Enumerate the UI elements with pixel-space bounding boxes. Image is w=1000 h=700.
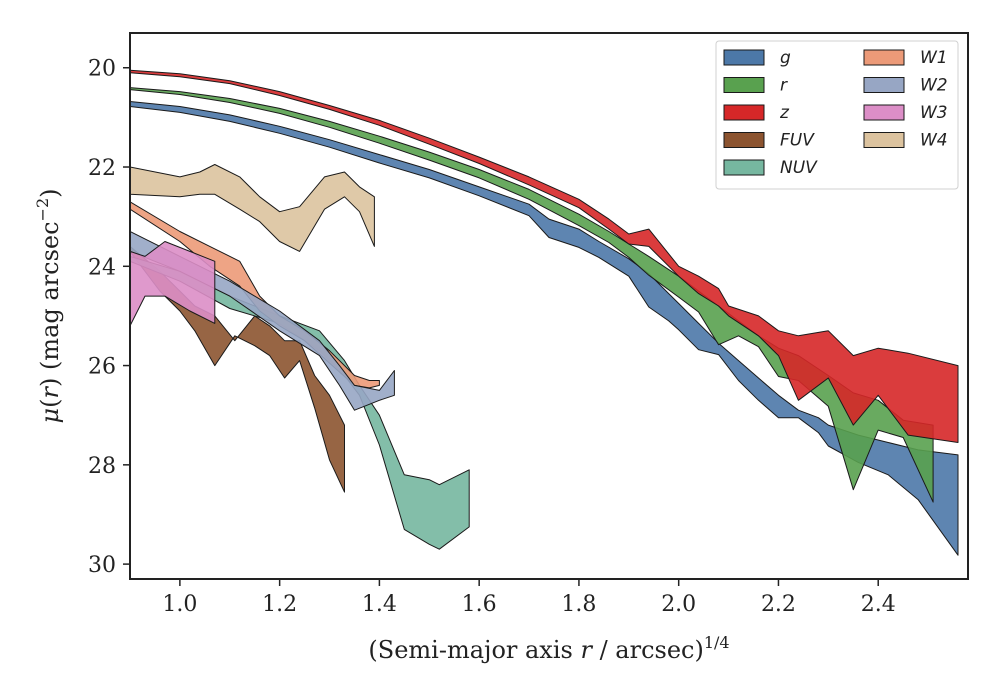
x-tick-label: 1.2 xyxy=(262,592,297,617)
legend-swatch-w1 xyxy=(863,49,905,66)
y-tick-label: 24 xyxy=(88,255,116,280)
x-tick-label: 1.0 xyxy=(162,592,197,617)
x-tick-label: 1.8 xyxy=(561,592,596,617)
y-axis-label: μ(r) (mag arcsec−2) xyxy=(33,188,64,423)
legend-label-r: r xyxy=(780,76,788,96)
band-r xyxy=(130,87,934,503)
y-axis-ticks: 20 22 24 26 28 30 xyxy=(88,57,130,578)
x-tick-label: 2.2 xyxy=(761,592,796,617)
legend-swatch-w4 xyxy=(863,132,905,148)
band-w4 xyxy=(130,164,375,252)
x-axis-label: (Semi-major axis r / arcsec)1/4 xyxy=(368,633,729,664)
legend-label-fuv: FUV xyxy=(780,131,815,151)
legend-label-w1: W1 xyxy=(920,48,948,68)
x-tick-label: 1.4 xyxy=(362,592,397,617)
y-tick-label: 26 xyxy=(88,355,116,380)
legend-swatch-w2 xyxy=(863,77,905,93)
legend-swatch-r xyxy=(723,77,765,93)
x-tick-label: 2.4 xyxy=(861,592,896,617)
profile-bands xyxy=(130,69,959,556)
band-z xyxy=(130,69,959,443)
x-tick-label: 1.6 xyxy=(462,592,497,617)
legend-label-nuv: NUV xyxy=(780,158,818,178)
legend-label-w4: W4 xyxy=(920,131,948,151)
legend-swatch-fuv xyxy=(723,132,765,148)
legend: grz FUV NUV W1 W2 W3 W4 xyxy=(715,40,959,190)
legend-swatch-nuv xyxy=(723,159,765,176)
x-tick-label: 2.0 xyxy=(661,592,696,617)
y-tick-label: 20 xyxy=(88,57,116,82)
legend-swatch-z xyxy=(723,104,765,121)
plot-frame xyxy=(129,32,969,580)
y-tick-label: 30 xyxy=(88,553,116,578)
legend-label-g: g xyxy=(780,48,791,68)
legend-label-w2: W2 xyxy=(920,76,948,96)
band-g xyxy=(130,101,959,556)
x-axis-ticks: 1.0 1.2 1.4 1.6 1.8 2.0 2.2 2.4 xyxy=(162,579,896,617)
legend-label-z: z xyxy=(779,103,790,123)
y-tick-label: 22 xyxy=(88,156,116,181)
band-w3 xyxy=(130,241,216,327)
legend-swatch-w3 xyxy=(863,104,905,121)
y-tick-label: 28 xyxy=(88,454,116,479)
legend-label-w3: W3 xyxy=(920,103,948,123)
legend-swatch-g xyxy=(723,49,765,66)
